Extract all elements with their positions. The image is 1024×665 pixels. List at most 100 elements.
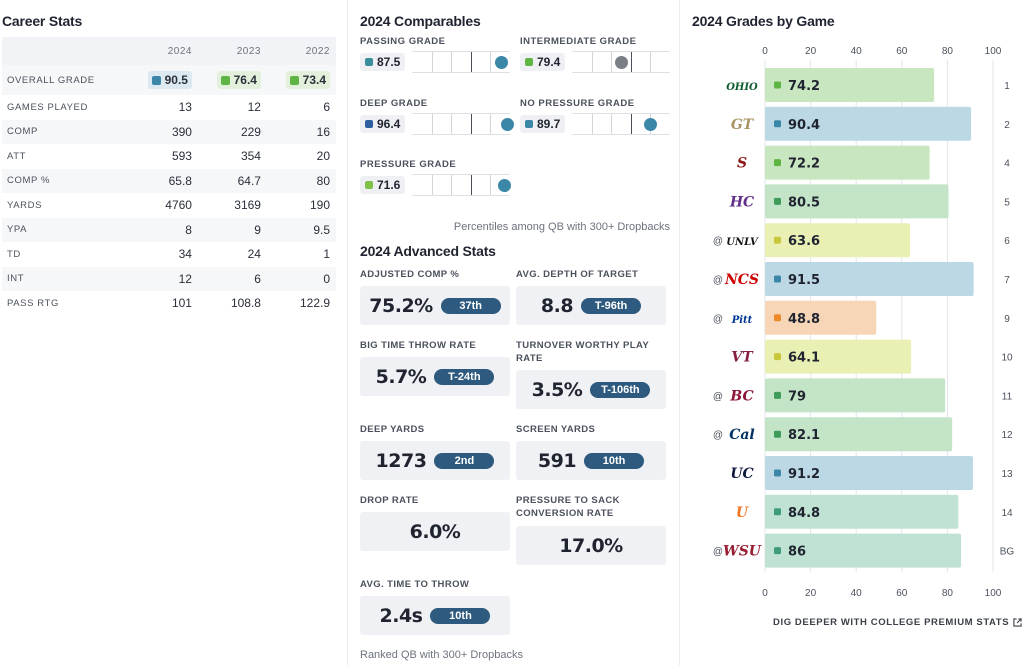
game-row[interactable]: @ Cal 82.1 12 bbox=[713, 417, 1013, 452]
grade-value-label: 80.5 bbox=[788, 195, 820, 210]
grade-value-label: 86 bbox=[788, 545, 806, 560]
grade-bar[interactable] bbox=[765, 300, 877, 335]
percentile-track bbox=[412, 51, 510, 73]
game-row[interactable]: @ Pitt 48.8 9 bbox=[713, 300, 1010, 335]
game-row[interactable]: UC 91.2 13 bbox=[730, 456, 1013, 490]
advanced-stat-label: DEEP YARDS bbox=[360, 424, 425, 435]
table-row: ATT 593 354 20 bbox=[2, 144, 336, 169]
advanced-stat-card: AVG. DEPTH OF TARGET 8.8 T-96th bbox=[516, 268, 666, 325]
stat-value: 4760 bbox=[165, 198, 192, 213]
grade-bar[interactable] bbox=[765, 223, 911, 258]
premium-stats-link[interactable]: DIG DEEPER WITH COLLEGE PREMIUM STATS bbox=[773, 617, 1022, 628]
table-row: YARDS 4760 3169 190 bbox=[2, 193, 336, 218]
advanced-stats-note: Ranked QB with 300+ Dropbacks bbox=[360, 649, 523, 661]
advanced-stat-box: 6.0% bbox=[360, 512, 510, 551]
external-link-icon[interactable] bbox=[1013, 618, 1022, 627]
game-row[interactable]: U 84.8 14 bbox=[736, 494, 1013, 529]
grade-chip: 90.5 bbox=[147, 71, 192, 89]
grade-bar[interactable] bbox=[765, 145, 930, 180]
advanced-stat-card: AVG. TIME TO THROW 2.4s 10th bbox=[360, 578, 510, 635]
grade-bar[interactable] bbox=[765, 68, 935, 102]
percentile-tick bbox=[451, 175, 453, 195]
percentile-tick bbox=[451, 114, 453, 134]
percentile-dot[interactable] bbox=[495, 56, 509, 69]
game-row[interactable]: GT 90.4 2 bbox=[731, 106, 1010, 141]
column-divider bbox=[679, 0, 680, 665]
grade-color-square bbox=[525, 58, 533, 66]
advanced-stat-value: 6.0% bbox=[409, 520, 461, 543]
game-row[interactable]: @ UNLV 63.6 6 bbox=[713, 223, 1010, 258]
game-row[interactable]: @ WSU 86 BG bbox=[713, 533, 1015, 568]
grade-color-square bbox=[774, 120, 781, 128]
grade-color-square bbox=[774, 314, 781, 322]
advanced-stat-value: 591 bbox=[537, 449, 577, 472]
advanced-stat-box: 3.5% T-106th bbox=[516, 370, 666, 409]
away-marker: @ bbox=[713, 391, 723, 402]
week-label: 4 bbox=[1004, 159, 1010, 170]
grade-color-square bbox=[289, 75, 299, 85]
x-tick-label-bottom: 80 bbox=[942, 588, 954, 599]
grade-value-label: 48.8 bbox=[788, 312, 820, 327]
percentile-dot[interactable] bbox=[615, 56, 628, 69]
stat-value: 9 bbox=[197, 217, 267, 242]
table-header-year[interactable]: 2022 bbox=[266, 37, 336, 65]
grade-value: 90.5 bbox=[164, 73, 188, 87]
grade-color-square bbox=[774, 236, 781, 244]
unlv-logo-icon: UNLV bbox=[726, 237, 759, 248]
game-row[interactable]: OHIO 74.2 1 bbox=[726, 68, 1010, 102]
georgia-tech-logo-icon: GT bbox=[731, 117, 755, 133]
game-row[interactable]: @ BC 79 11 bbox=[713, 378, 1013, 413]
percentile-tick bbox=[470, 114, 472, 134]
grade-bar[interactable] bbox=[765, 184, 949, 219]
percentile-dot[interactable] bbox=[498, 179, 512, 192]
percentile-tick bbox=[650, 52, 652, 72]
grade-bar[interactable] bbox=[765, 533, 962, 568]
advanced-stat-box: 2.4s 10th bbox=[360, 596, 510, 635]
x-tick-label-top: 60 bbox=[896, 46, 908, 57]
grade-color-square bbox=[774, 197, 781, 205]
comparable-label: INTERMEDIATE GRADE bbox=[520, 36, 637, 47]
grade-color-square bbox=[365, 120, 373, 128]
row-label: YARDS bbox=[7, 199, 43, 211]
comparable-grade-value: 79.4 bbox=[537, 55, 561, 69]
x-tick-label-bottom: 100 bbox=[985, 588, 1002, 599]
grade-color-square bbox=[774, 159, 781, 167]
grade-value-label: 63.6 bbox=[788, 234, 820, 249]
advanced-stat-label: AVG. TIME TO THROW bbox=[360, 579, 470, 590]
game-row[interactable]: HC 80.5 5 bbox=[729, 184, 1010, 219]
table-header-row: 2024 2023 2022 bbox=[2, 37, 336, 65]
game-row[interactable]: @ NCS 91.5 7 bbox=[713, 262, 1010, 296]
grade-bar[interactable] bbox=[765, 262, 974, 296]
grade-bar[interactable] bbox=[765, 378, 946, 413]
comparable-label: DEEP GRADE bbox=[360, 98, 428, 109]
percentile-dot[interactable] bbox=[501, 118, 515, 131]
advanced-stat-label: PRESSURE TO SACK CONVERSION RATE bbox=[516, 495, 620, 519]
percentile-tick bbox=[611, 52, 613, 72]
advanced-stat-box: 17.0% bbox=[516, 526, 666, 565]
grade-bar[interactable] bbox=[765, 494, 959, 529]
stat-value: 16 bbox=[266, 119, 336, 144]
row-label: COMP bbox=[2, 119, 129, 144]
stat-value: 3169 bbox=[234, 198, 261, 213]
stat-value: 108.8 bbox=[230, 296, 261, 311]
table-row-overall-grade: OVERALL GRADE 90.5 76.4 73.4 bbox=[2, 65, 336, 95]
grade-bar[interactable] bbox=[765, 106, 972, 141]
stat-value: 122.9 bbox=[299, 296, 330, 311]
advanced-stat-label: AVG. DEPTH OF TARGET bbox=[516, 269, 639, 280]
premium-stats-link-label[interactable]: DIG DEEPER WITH COLLEGE PREMIUM STATS bbox=[773, 617, 1010, 628]
uconn-logo-icon: UC bbox=[730, 466, 753, 482]
advanced-stat-card: BIG TIME THROW RATE 5.7% T-24th bbox=[360, 339, 510, 396]
percentile-dot[interactable] bbox=[644, 118, 658, 131]
game-row[interactable]: S 72.2 4 bbox=[737, 145, 1010, 180]
grade-bar[interactable] bbox=[765, 456, 973, 490]
grade-bar[interactable] bbox=[765, 417, 953, 452]
table-header-year[interactable]: 2023 bbox=[197, 37, 267, 65]
grade-bar[interactable] bbox=[765, 339, 912, 374]
stat-value: 12 bbox=[247, 100, 261, 115]
percentile-tick bbox=[431, 114, 433, 134]
percentile-tick bbox=[431, 175, 433, 195]
table-header-year[interactable]: 2024 bbox=[129, 37, 198, 65]
game-row[interactable]: VT 64.1 10 bbox=[731, 339, 1013, 374]
percentile-track bbox=[572, 113, 670, 135]
advanced-stat-label: DROP RATE bbox=[360, 495, 419, 506]
